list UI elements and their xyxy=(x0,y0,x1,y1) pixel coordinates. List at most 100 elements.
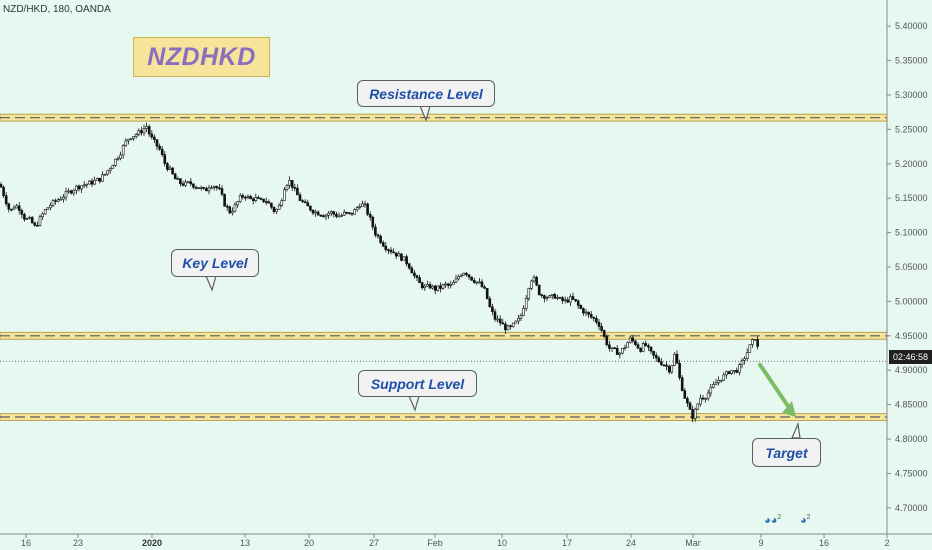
candle-body xyxy=(127,138,130,142)
candle-body xyxy=(210,187,213,189)
candle-body xyxy=(314,211,317,214)
candle-body xyxy=(634,340,637,346)
candle-body xyxy=(95,177,99,181)
candle-body xyxy=(171,167,174,175)
candle-body xyxy=(283,189,286,201)
candle-body xyxy=(407,263,411,269)
candle-body xyxy=(418,277,421,284)
time-axis[interactable]: 16 23 2020 13 20 27 Feb 10 17 24 Mar 9 16 2 xyxy=(0,533,932,548)
current-price-tag: 02:46:58 xyxy=(889,350,932,364)
candle-body xyxy=(15,205,18,209)
candle-body xyxy=(467,274,471,278)
candle-body xyxy=(589,314,593,318)
candle-body xyxy=(501,322,505,325)
candle-body xyxy=(181,183,185,186)
candle-body xyxy=(478,281,481,284)
price-tick-label: 4.80000 xyxy=(895,434,928,444)
candle-body xyxy=(56,199,60,202)
candle-body xyxy=(527,288,531,299)
candle-body xyxy=(517,317,520,322)
candle-body xyxy=(683,390,687,399)
price-tick-label: 4.95000 xyxy=(895,331,928,341)
candle-body xyxy=(236,201,239,206)
candle-body xyxy=(176,178,180,181)
price-tick-label: 5.35000 xyxy=(895,56,928,66)
candle-body xyxy=(608,344,611,349)
candle-body xyxy=(38,216,42,226)
candle-body xyxy=(717,379,720,384)
candle-body xyxy=(389,249,393,253)
candle-body xyxy=(699,397,702,405)
target-arrow-head xyxy=(782,401,796,418)
time-tick-label: 2020 xyxy=(142,538,162,548)
candle-body xyxy=(142,128,146,134)
candle-body xyxy=(678,362,681,378)
candle-body xyxy=(155,139,159,147)
candle-body xyxy=(192,183,195,188)
candle-body xyxy=(194,186,198,189)
event-flag-icon[interactable]: ◕◕2 xyxy=(764,514,782,527)
candle-body xyxy=(709,387,713,394)
candle-body xyxy=(186,181,190,184)
candle-body xyxy=(553,294,557,299)
candle-body xyxy=(475,281,479,284)
candle-body xyxy=(374,226,377,236)
candle-body xyxy=(569,296,572,303)
candle-body xyxy=(277,204,281,210)
candle-body xyxy=(511,322,515,327)
candle-body xyxy=(433,285,437,291)
candle-body xyxy=(215,186,219,189)
candle-body xyxy=(439,285,442,289)
candle-body xyxy=(652,350,655,356)
candle-body xyxy=(220,188,224,195)
time-tick-label: 2 xyxy=(884,538,889,548)
event-flag-icon[interactable]: ◕2 xyxy=(800,514,811,527)
candle-body xyxy=(184,181,187,186)
candle-body xyxy=(732,369,736,372)
target-callout-pointer xyxy=(791,421,801,439)
time-tick-label: 9 xyxy=(758,538,763,548)
candle-body xyxy=(366,203,369,215)
candle-body xyxy=(514,320,518,324)
candle-body xyxy=(480,281,484,288)
candle-body xyxy=(506,325,510,331)
candle-body xyxy=(290,180,294,188)
key-level-callout: Key Level xyxy=(171,249,259,277)
candle-body xyxy=(420,282,424,289)
candle-body xyxy=(748,344,752,353)
candle-body xyxy=(132,136,135,139)
candle-body xyxy=(579,305,583,309)
candle-body xyxy=(756,339,759,347)
candle-body xyxy=(43,209,47,215)
candle-body xyxy=(428,284,432,289)
candle-body xyxy=(504,323,507,331)
candle-body xyxy=(49,204,52,209)
key-level-callout-pointer xyxy=(205,275,217,292)
candle-body xyxy=(613,347,616,350)
candle-body xyxy=(158,145,161,150)
candle-body xyxy=(361,203,364,207)
candle-body xyxy=(722,374,726,381)
candle-body xyxy=(293,187,297,189)
candle-body xyxy=(134,134,138,137)
candle-body xyxy=(371,216,375,228)
candle-body xyxy=(249,195,252,200)
candle-body xyxy=(431,285,434,289)
candle-body xyxy=(561,297,564,301)
candle-body xyxy=(735,369,739,373)
candle-body xyxy=(163,154,167,164)
candle-body xyxy=(641,343,645,352)
price-axis[interactable]: 5.40000 5.35000 5.30000 5.25000 5.20000 5.150… xyxy=(886,0,932,550)
candle-body xyxy=(197,187,200,189)
candle-body xyxy=(545,297,549,299)
candle-body xyxy=(342,211,346,216)
candle-body xyxy=(413,272,416,277)
candle-body xyxy=(644,343,648,346)
candle-body xyxy=(363,203,367,206)
candle-body xyxy=(753,339,757,341)
candle-body xyxy=(454,278,458,283)
candle-body xyxy=(262,198,265,202)
candle-body xyxy=(223,194,226,207)
